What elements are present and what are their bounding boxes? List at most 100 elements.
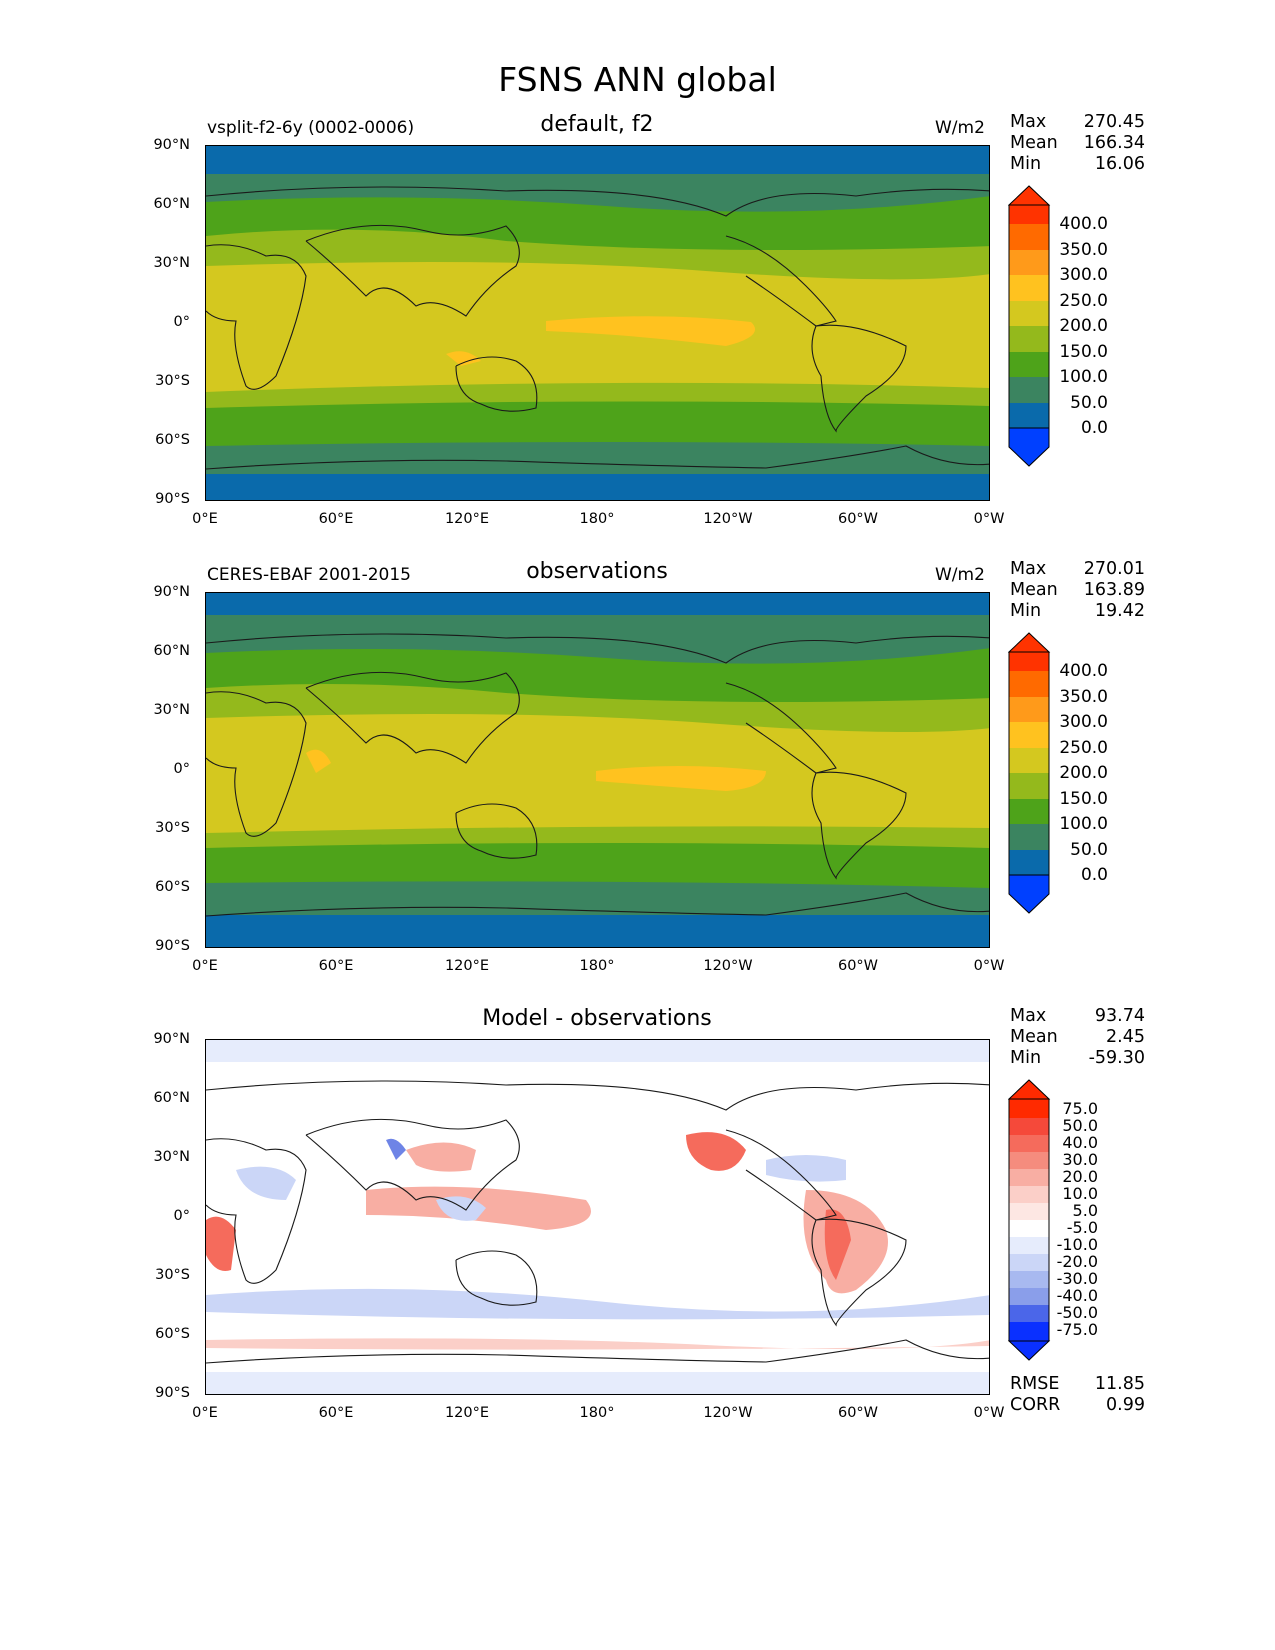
cb-label: 0.0 (1080, 418, 1108, 438)
panel-case-label: vsplit-f2-6y (0002-0006) (207, 118, 415, 138)
cb-label: -75.0 (1056, 1320, 1098, 1339)
x-tick: 180° (579, 511, 615, 527)
stat-max: Max 270.01 (1010, 559, 1145, 580)
y-tick: 60°S (155, 432, 190, 448)
x-tick: 60°W (837, 958, 879, 974)
y-tick: 0° (173, 314, 190, 330)
panel-title: Model - observations (482, 1006, 712, 1031)
cb-label: -50.0 (1056, 1303, 1098, 1322)
stat-corr-value: 0.99 (1106, 1395, 1145, 1415)
y-tick: 90°S (155, 938, 190, 954)
stat-min-label: Min (1010, 1048, 1042, 1068)
cb-label: 20.0 (1062, 1167, 1098, 1186)
cb-label: 150.0 (1059, 342, 1108, 362)
stat-min-value: -59.30 (1088, 1048, 1145, 1068)
x-tick: 120°E (444, 1405, 490, 1421)
y-tick: 0° (173, 1208, 190, 1224)
y-tick: 30°S (155, 373, 190, 389)
stats-block: Max 270.01 Mean 163.89 Min 19.42 (1010, 559, 1145, 622)
stats-block: Max 93.74 Mean 2.45 Min -59.30 (1010, 1006, 1145, 1069)
stat-min: Min 19.42 (1010, 601, 1145, 622)
y-tick: 90°N (153, 137, 190, 153)
y-tick: 60°S (155, 879, 190, 895)
map-observations (205, 592, 990, 948)
x-tick: 120°W (703, 1405, 753, 1421)
stat-mean-label: Mean (1010, 1027, 1058, 1047)
y-tick: 30°S (155, 820, 190, 836)
cb-label: 200.0 (1059, 316, 1108, 336)
cb-label: 250.0 (1059, 291, 1108, 311)
y-tick: 60°N (153, 196, 190, 212)
cb-label: 50.0 (1070, 393, 1108, 413)
stat-rmse: RMSE 11.85 (1010, 1374, 1145, 1395)
y-tick: 60°N (153, 1090, 190, 1106)
cb-label: 350.0 (1059, 687, 1108, 707)
stat-mean: Mean 166.34 (1010, 133, 1145, 154)
cb-label: 40.0 (1062, 1133, 1098, 1152)
stat-min-value: 16.06 (1094, 154, 1145, 174)
stat-max-value: 93.74 (1094, 1006, 1145, 1026)
cb-label: 5.0 (1072, 1201, 1098, 1220)
x-tick: 0°E (192, 958, 218, 974)
cb-label: 50.0 (1070, 840, 1108, 860)
stat-min: Min 16.06 (1010, 154, 1145, 175)
x-tick: 0°W (973, 1405, 1005, 1421)
cb-label: -20.0 (1056, 1252, 1098, 1271)
panel-units: W/m2 (935, 118, 985, 138)
cb-label: 150.0 (1059, 789, 1108, 809)
stat-mean-value: 163.89 (1083, 580, 1145, 600)
stat-rmse-label: RMSE (1010, 1374, 1060, 1394)
x-tick: 120°W (703, 511, 753, 527)
cb-label: -10.0 (1056, 1235, 1098, 1254)
x-tick: 60°W (837, 1405, 879, 1421)
x-tick: 60°E (318, 511, 354, 527)
cb-label: 200.0 (1059, 763, 1108, 783)
stat-max-label: Max (1010, 1006, 1047, 1026)
stat-min-value: 19.42 (1094, 601, 1145, 621)
stat-min-label: Min (1010, 601, 1042, 621)
x-tick: 0°E (192, 511, 218, 527)
y-tick: 90°S (155, 491, 190, 507)
cb-label: 250.0 (1059, 738, 1108, 758)
x-tick: 120°E (444, 958, 490, 974)
y-tick: 30°N (153, 702, 190, 718)
cb-label: 300.0 (1059, 265, 1108, 285)
cb-label: 0.0 (1080, 865, 1108, 885)
y-tick: 90°S (155, 1385, 190, 1401)
y-tick: 90°N (153, 1031, 190, 1047)
y-tick: 0° (173, 761, 190, 777)
y-tick: 30°S (155, 1267, 190, 1283)
cb-label: 300.0 (1059, 712, 1108, 732)
colorbar (1008, 1079, 1051, 1361)
stat-max: Max 93.74 (1010, 1006, 1145, 1027)
x-tick: 60°W (837, 511, 879, 527)
stat-mean-label: Mean (1010, 133, 1058, 153)
cb-label: -5.0 (1066, 1218, 1098, 1237)
cb-label: -30.0 (1056, 1269, 1098, 1288)
colorbar (1008, 185, 1051, 467)
x-tick: 0°E (192, 1405, 218, 1421)
stat-max-value: 270.45 (1083, 112, 1145, 132)
stat-corr: CORR 0.99 (1010, 1395, 1145, 1416)
x-tick: 60°E (318, 958, 354, 974)
stat-max: Max 270.45 (1010, 112, 1145, 133)
cb-label: 100.0 (1059, 367, 1108, 387)
colorbar (1008, 632, 1051, 914)
cb-label: 100.0 (1059, 814, 1108, 834)
map-model (205, 145, 990, 501)
cb-label: 350.0 (1059, 240, 1108, 260)
cb-label: 50.0 (1062, 1116, 1098, 1135)
stat-mean-value: 2.45 (1106, 1027, 1145, 1047)
stat-mean: Mean 2.45 (1010, 1027, 1145, 1048)
y-tick: 90°N (153, 584, 190, 600)
x-tick: 60°E (318, 1405, 354, 1421)
panel-units: W/m2 (935, 565, 985, 585)
y-tick: 60°S (155, 1326, 190, 1342)
x-tick: 120°E (444, 511, 490, 527)
cb-label: 75.0 (1062, 1099, 1098, 1118)
map-difference (205, 1039, 990, 1395)
y-tick: 30°N (153, 255, 190, 271)
stat-mean: Mean 163.89 (1010, 580, 1145, 601)
cb-label: 400.0 (1059, 661, 1108, 681)
stat-min: Min -59.30 (1010, 1048, 1145, 1069)
